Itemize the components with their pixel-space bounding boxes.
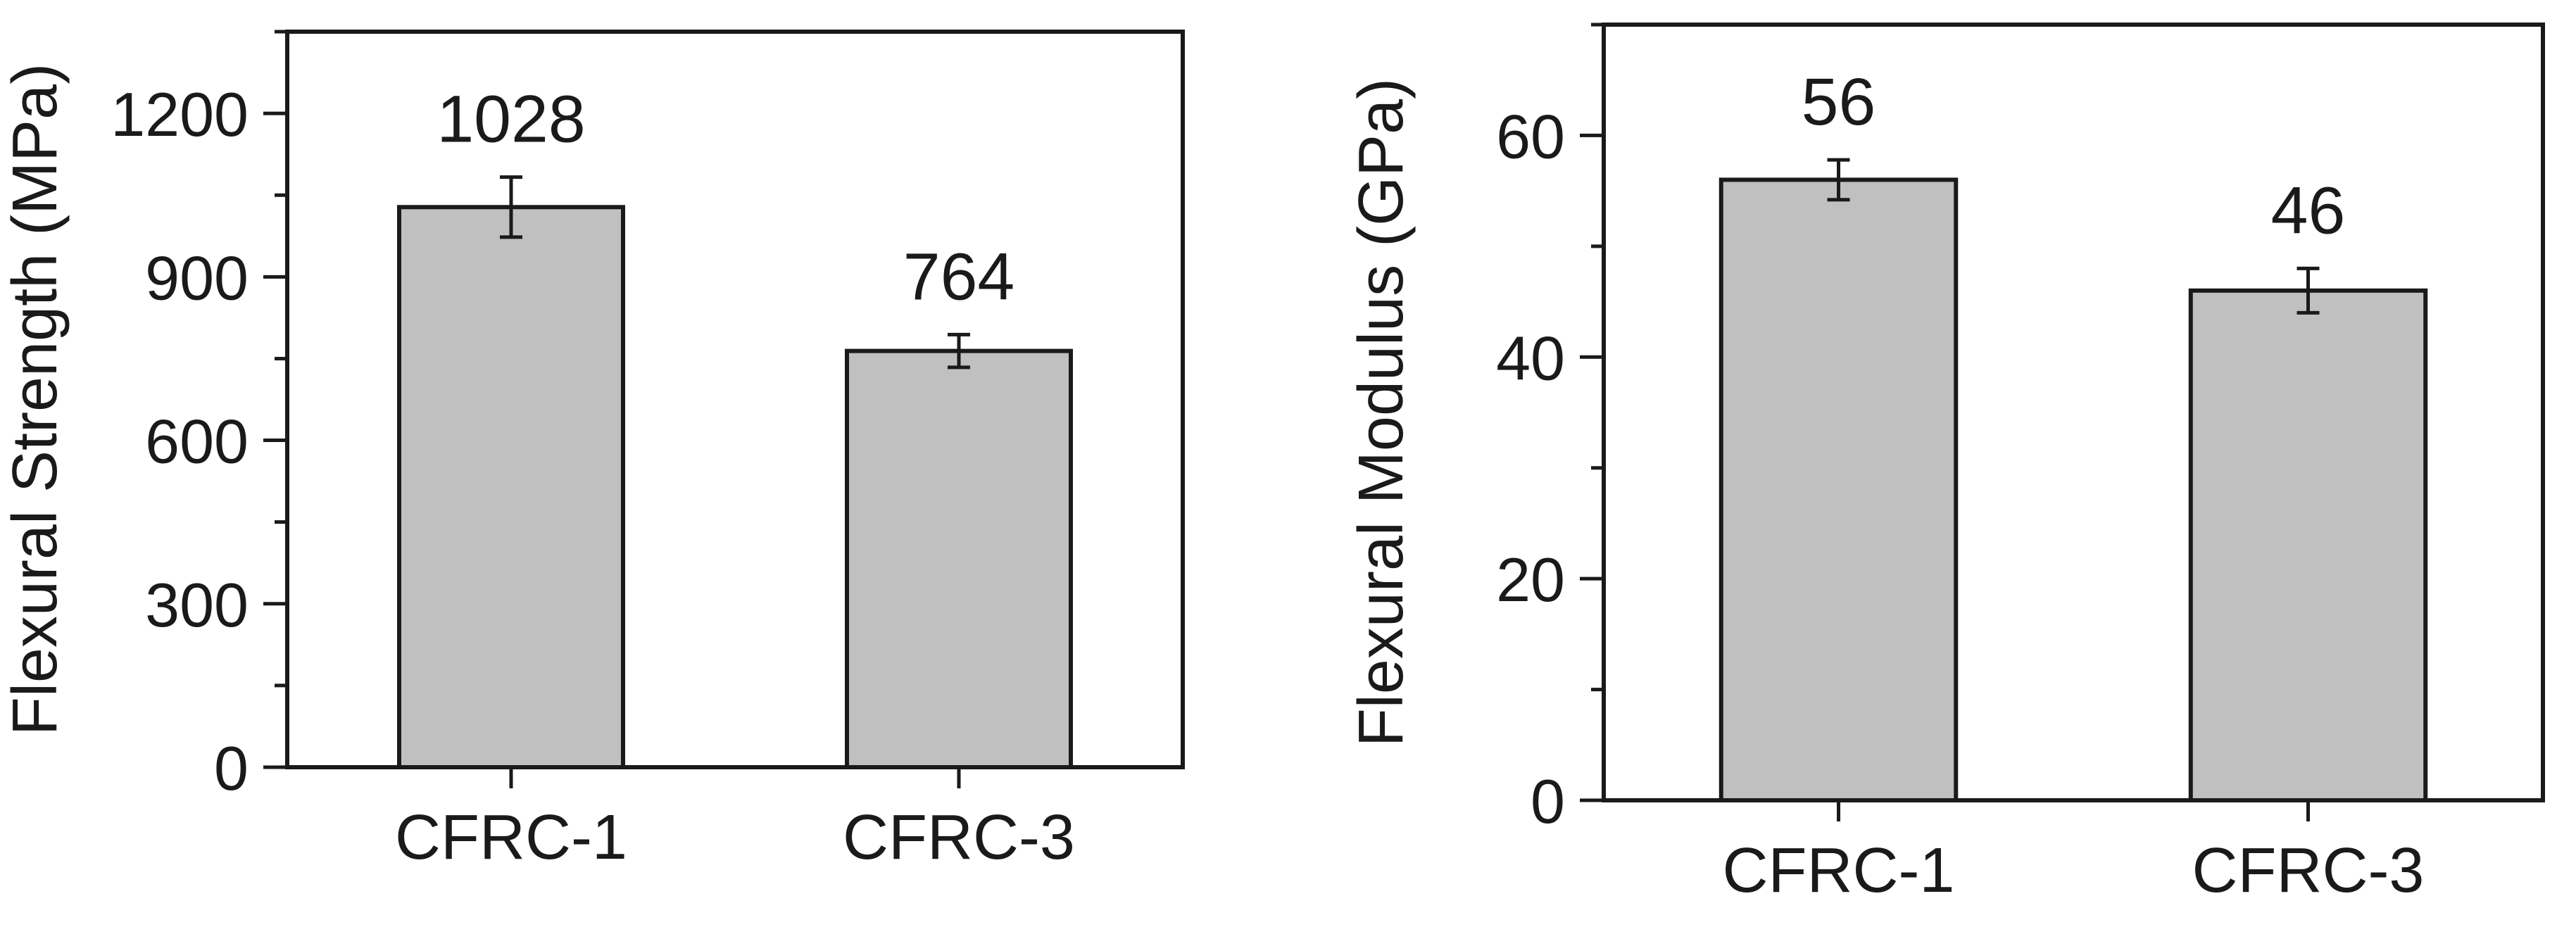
data-label: 56	[1802, 65, 1876, 139]
x-tick-label: CFRC-3	[2192, 835, 2425, 906]
bar	[845, 348, 1073, 769]
x-tick-label: CFRC-1	[1723, 835, 1955, 906]
y-tick-label: 60	[1496, 101, 1565, 171]
data-label: 1028	[436, 82, 585, 157]
data-label: 764	[903, 239, 1015, 314]
x-tick-label: CFRC-3	[843, 802, 1075, 873]
data-label: 46	[2271, 173, 2346, 248]
y-axis-label: Flexural Modulus (GPa)	[1346, 78, 1416, 747]
x-tick-label: CFRC-1	[395, 802, 627, 873]
y-tick-label: 900	[145, 243, 249, 313]
plot-frame	[1602, 23, 2545, 802]
y-tick-label: 600	[145, 407, 249, 477]
bar	[397, 205, 625, 770]
y-tick-label: 0	[214, 733, 249, 803]
y-tick-label: 0	[1531, 767, 1565, 836]
y-tick-label: 1200	[111, 80, 249, 149]
y-tick-label: 20	[1496, 545, 1565, 614]
y-axis-label: Flexural Strength (MPa)	[0, 63, 70, 736]
plot-frame	[285, 30, 1185, 769]
panel-flexural-strength: 1028 CFRC-1 764 CFRC-3 0 300 600 900 1200 Flexura…	[0, 30, 1185, 873]
panel-flexural-modulus: 56 CFRC-1 46 CFRC-3 0 20 40 60 Flexural Modulus …	[1346, 23, 2545, 906]
bar	[1719, 177, 1959, 802]
y-tick-label: 40	[1496, 323, 1565, 393]
y-tick-label: 300	[145, 570, 249, 640]
bar	[2188, 288, 2428, 803]
